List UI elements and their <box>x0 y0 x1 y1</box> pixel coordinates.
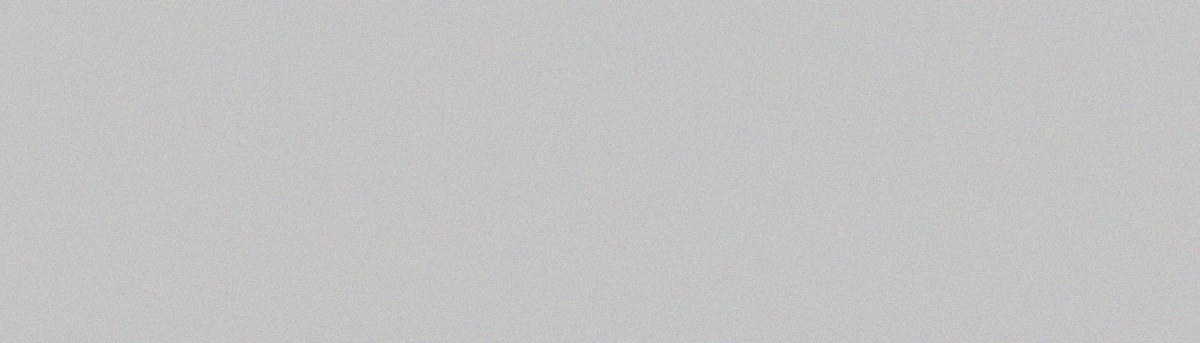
Text: +: + <box>430 134 440 147</box>
Text: for the Fig Q8(a) given below:: for the Fig Q8(a) given below: <box>622 59 875 76</box>
Text: Fig. Q8(a): Fig. Q8(a) <box>527 277 595 290</box>
Text: H₁: H₁ <box>551 249 570 263</box>
Text: R(s): R(s) <box>568 65 598 79</box>
Text: a.: a. <box>197 59 211 76</box>
Text: G₁: G₁ <box>524 158 542 172</box>
Text: G₂: G₂ <box>688 158 706 172</box>
Text: Determine the overall transfer function: Determine the overall transfer function <box>228 59 559 76</box>
Bar <box>665 147 727 184</box>
Bar <box>665 190 727 221</box>
Bar <box>529 240 592 271</box>
Text: H₃: H₃ <box>575 96 594 110</box>
Text: H₂: H₂ <box>686 198 706 212</box>
Text: (09 Marks): (09 Marks) <box>986 277 1061 290</box>
Text: C(s): C(s) <box>799 154 828 167</box>
Bar <box>503 147 565 184</box>
Text: R(s): R(s) <box>361 152 389 166</box>
Text: 8: 8 <box>167 59 178 76</box>
Bar <box>553 88 616 119</box>
Text: C(s): C(s) <box>568 54 598 68</box>
